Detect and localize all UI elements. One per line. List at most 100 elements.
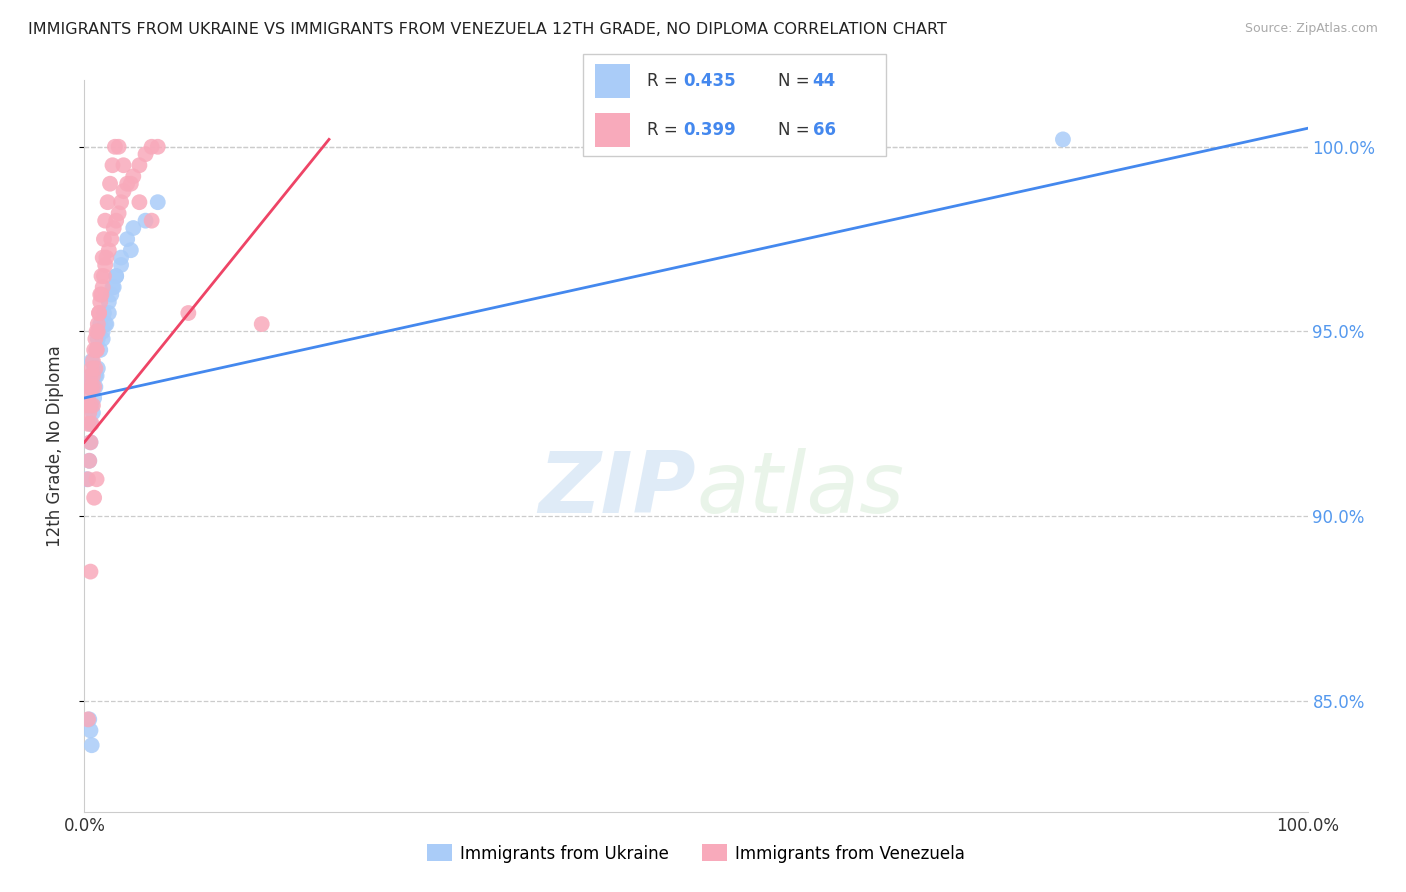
Point [83,343,105,357]
Point [77,417,100,431]
Point [84,368,107,383]
Point [83,391,105,405]
Point [87,317,110,331]
Point [79,417,101,431]
Point [146,140,169,154]
Point [100,232,122,246]
Point [89,343,111,357]
Point [82,380,104,394]
Point [96,317,118,331]
Point [86,368,108,383]
Point [141,140,163,154]
Point [77,380,100,394]
Point [80,738,103,752]
Point [84,380,107,394]
Point [87,361,110,376]
Text: Source: ZipAtlas.com: Source: ZipAtlas.com [1244,22,1378,36]
Point [79,398,101,412]
Point [112,158,135,172]
Point [86,343,108,357]
Point [101,280,124,294]
Legend: Immigrants from Ukraine, Immigrants from Venezuela: Immigrants from Ukraine, Immigrants from… [420,838,972,869]
Point [77,391,100,405]
Point [80,398,103,412]
Y-axis label: 12th Grade, No Diploma: 12th Grade, No Diploma [45,345,63,547]
Point [94,258,117,272]
Point [110,251,132,265]
Point [107,140,129,154]
Point [84,361,107,376]
Point [96,251,118,265]
Point [105,268,128,283]
Point [89,317,111,331]
Text: R =: R = [647,121,683,139]
Point [94,317,117,331]
Point [80,417,103,431]
Point [90,287,112,301]
Point [122,221,145,235]
Point [89,287,111,301]
Point [112,184,135,198]
Point [90,268,112,283]
Point [104,140,127,154]
Point [135,147,157,161]
Point [79,435,101,450]
Point [82,354,104,368]
Point [77,712,100,726]
Text: 0.399: 0.399 [683,121,737,139]
Point [97,195,120,210]
Point [122,169,145,184]
Point [105,213,128,227]
Text: R =: R = [647,72,683,90]
Point [77,406,100,420]
Point [110,195,132,210]
Point [80,361,103,376]
Point [77,454,100,468]
Point [87,306,110,320]
Point [76,398,98,412]
Point [87,325,110,339]
Text: N =: N = [778,121,814,139]
Point [83,491,105,505]
Point [250,317,273,331]
Point [103,280,125,294]
Point [97,306,120,320]
Point [1052,132,1074,146]
Point [87,306,110,320]
Point [77,454,100,468]
Point [76,472,98,486]
Point [98,177,121,191]
Point [83,361,105,376]
Point [83,380,105,394]
Point [86,343,108,357]
Point [120,177,142,191]
Point [77,472,100,486]
Point [91,251,114,265]
Point [79,368,101,383]
Point [110,258,132,272]
Point [80,354,103,368]
Point [100,287,122,301]
Point [93,268,115,283]
Point [79,435,101,450]
Point [86,325,108,339]
Point [103,221,125,235]
Point [94,213,117,227]
Point [115,232,138,246]
Text: IMMIGRANTS FROM UKRAINE VS IMMIGRANTS FROM VENEZUELA 12TH GRADE, NO DIPLOMA CORR: IMMIGRANTS FROM UKRAINE VS IMMIGRANTS FR… [28,22,948,37]
Point [135,213,157,227]
Point [84,332,107,346]
Point [82,406,104,420]
Point [177,306,200,320]
Point [105,268,128,283]
Point [82,398,104,412]
Text: 44: 44 [813,72,837,90]
Point [86,343,108,357]
Point [80,380,103,394]
Text: 0.435: 0.435 [683,72,735,90]
Point [146,195,169,210]
Text: N =: N = [778,72,814,90]
Point [97,294,120,309]
Point [93,306,115,320]
Point [91,325,114,339]
